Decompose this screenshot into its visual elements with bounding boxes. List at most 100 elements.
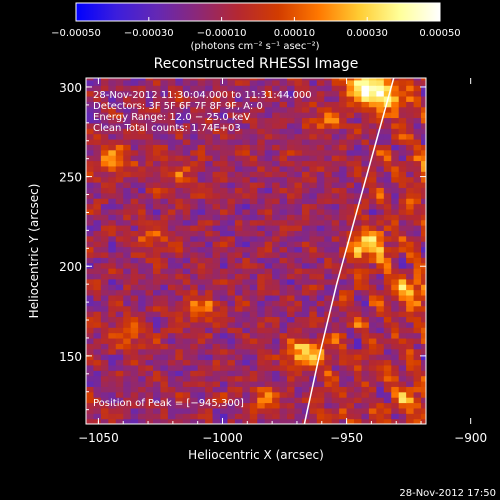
heatmap-cell — [361, 90, 370, 97]
heatmap-cell — [413, 402, 422, 409]
heatmap-cell — [376, 208, 385, 215]
heatmap-cell — [190, 122, 199, 129]
heatmap-cell — [264, 85, 273, 92]
heatmap-cell — [368, 343, 377, 350]
heatmap-cell — [331, 348, 340, 355]
heatmap-cell — [160, 117, 169, 124]
heatmap-cell — [287, 294, 296, 301]
heatmap-cell — [93, 359, 102, 366]
heatmap-cell — [301, 343, 310, 350]
heatmap-cell — [175, 273, 184, 280]
heatmap-cell — [234, 251, 243, 258]
heatmap-cell — [86, 386, 95, 393]
heatmap-cell — [383, 79, 392, 86]
heatmap-cell — [391, 268, 400, 275]
heatmap-cell — [182, 354, 191, 361]
heatmap-cell — [145, 321, 154, 328]
heatmap-cell — [249, 359, 258, 366]
heatmap-cell — [123, 337, 132, 344]
heatmap-cell — [197, 284, 206, 291]
heatmap-cell — [175, 112, 184, 119]
heatmap-cell — [272, 95, 281, 102]
heatmap-cell — [309, 359, 318, 366]
heatmap-cell — [383, 386, 392, 393]
heatmap-cell — [190, 397, 199, 404]
heatmap-cell — [220, 128, 229, 135]
heatmap-cell — [272, 78, 281, 81]
heatmap-cell — [331, 106, 340, 113]
heatmap-cell — [108, 101, 117, 108]
heatmap-cell — [287, 85, 296, 92]
heatmap-cell — [190, 165, 199, 172]
heatmap-cell — [294, 397, 303, 404]
heatmap-cell — [153, 203, 162, 210]
heatmap-cell — [234, 364, 243, 371]
heatmap-cell — [160, 246, 169, 253]
heatmap-cell — [160, 332, 169, 339]
heatmap-cell — [160, 370, 169, 377]
heatmap-cell — [190, 117, 199, 124]
heatmap-cell — [279, 327, 288, 334]
heatmap-cell — [138, 375, 147, 382]
heatmap-cell — [130, 106, 139, 113]
heatmap-cell — [167, 316, 176, 323]
heatmap-cell — [205, 241, 214, 248]
heatmap-cell — [108, 106, 117, 113]
heatmap-cell — [391, 235, 400, 242]
heatmap-cell — [257, 214, 266, 221]
heatmap-cell — [376, 133, 385, 140]
heatmap-cell — [234, 122, 243, 129]
heatmap-cell — [294, 380, 303, 387]
heatmap-cell — [86, 294, 95, 301]
heatmap-cell — [279, 78, 288, 81]
heatmap-cell — [421, 230, 426, 237]
heatmap-cell — [145, 198, 154, 205]
heatmap-cell — [138, 181, 147, 188]
heatmap-cell — [86, 375, 95, 382]
heatmap-cell — [249, 198, 258, 205]
heatmap-cell — [331, 78, 340, 81]
heatmap-cell — [376, 138, 385, 145]
heatmap-cell — [123, 321, 132, 328]
heatmap-cell — [346, 332, 355, 339]
heatmap-cell — [175, 85, 184, 92]
heatmap-cell — [212, 241, 221, 248]
heatmap-cell — [93, 117, 102, 124]
heatmap-cell — [115, 321, 124, 328]
heatmap-cell — [361, 149, 370, 156]
heatmap-cell — [287, 171, 296, 178]
heatmap-cell — [227, 138, 236, 145]
heatmap-cell — [100, 332, 109, 339]
heatmap-cell — [331, 208, 340, 215]
heatmap-cell — [279, 198, 288, 205]
heatmap-cell — [272, 106, 281, 113]
heatmap-cell — [138, 300, 147, 307]
heatmap-cell — [123, 375, 132, 382]
heatmap-cell — [406, 230, 415, 237]
heatmap-cell — [212, 407, 221, 414]
heatmap-cell — [316, 278, 325, 285]
heatmap-cell — [264, 203, 273, 210]
heatmap-cell — [220, 138, 229, 145]
heatmap-cell — [182, 311, 191, 318]
heatmap-cell — [294, 198, 303, 205]
heatmap-cell — [86, 122, 95, 129]
heatmap-cell — [138, 241, 147, 248]
heatmap-cell — [190, 79, 199, 86]
heatmap-cell — [376, 273, 385, 280]
heatmap-cell — [130, 370, 139, 377]
heatmap-cell — [100, 380, 109, 387]
heatmap-cell — [272, 391, 281, 398]
heatmap-cell — [205, 284, 214, 291]
heatmap-cell — [182, 300, 191, 307]
heatmap-cell — [398, 235, 407, 242]
heatmap-cell — [86, 165, 95, 172]
heatmap-cell — [398, 192, 407, 199]
heatmap-cell — [182, 133, 191, 140]
annotation-energy: Energy Range: 12.0 − 25.0 keV — [93, 112, 250, 123]
heatmap-cell — [368, 397, 377, 404]
heatmap-cell — [346, 79, 355, 86]
heatmap-cell — [346, 219, 355, 226]
heatmap-cell — [130, 78, 139, 81]
heatmap-cell — [153, 332, 162, 339]
